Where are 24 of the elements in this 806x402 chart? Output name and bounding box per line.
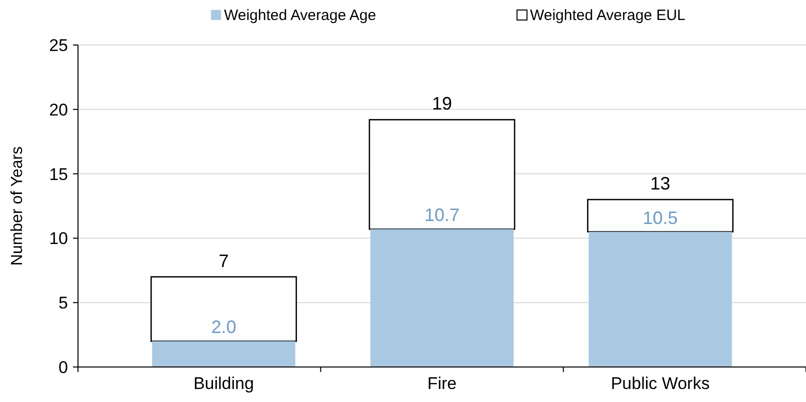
y-tick-label: 25 <box>49 36 68 55</box>
y-tick-label: 15 <box>49 164 68 184</box>
y-tick-label: 0 <box>58 358 68 377</box>
y-axis-title: Number of Years <box>9 146 26 266</box>
y-tick-label: 10 <box>49 229 68 248</box>
bar <box>152 341 296 367</box>
x-tick-label: Fire <box>427 374 457 393</box>
y-tick-label: 5 <box>58 294 68 313</box>
x-tick-label: Public Works <box>610 374 710 393</box>
legend-label: Weighted Average Age <box>224 7 376 24</box>
legend-label: Weighted Average EUL <box>530 7 686 24</box>
data-label: 2.0 <box>211 317 236 338</box>
x-tick-label: Building <box>193 374 254 393</box>
bar <box>150 276 297 342</box>
bar <box>587 198 734 232</box>
data-label: 10.5 <box>642 208 678 228</box>
total-label: 13 <box>650 174 670 194</box>
bar <box>370 229 514 367</box>
bar <box>588 232 732 367</box>
total-label: 19 <box>432 94 452 114</box>
y-tick-label: 20 <box>49 100 68 120</box>
total-label: 7 <box>218 250 229 271</box>
data-label: 10.7 <box>424 205 460 226</box>
bar <box>368 119 516 230</box>
